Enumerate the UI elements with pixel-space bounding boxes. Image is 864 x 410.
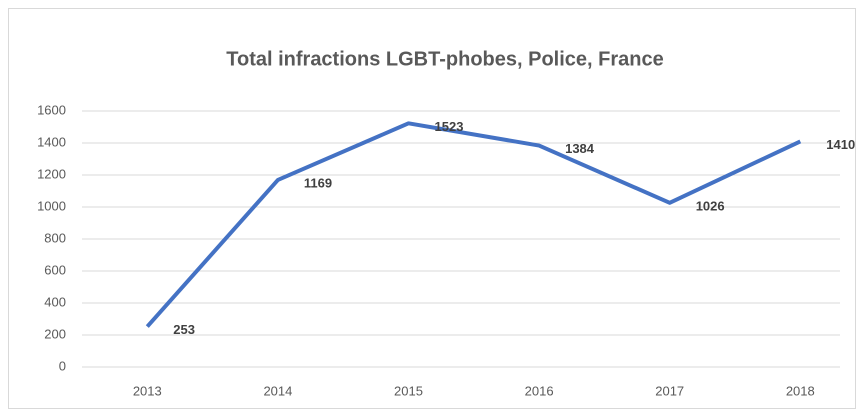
x-tick-label: 2013	[133, 383, 162, 398]
y-tick-label: 1000	[37, 198, 66, 213]
y-tick-label: 1600	[37, 102, 66, 117]
y-tick-label: 400	[44, 294, 66, 309]
chart-border	[8, 8, 856, 409]
y-tick-label: 1400	[37, 134, 66, 149]
x-tick-label: 2018	[786, 383, 815, 398]
data-label: 1410	[826, 137, 855, 152]
y-tick-label: 200	[44, 326, 66, 341]
data-label: 1169	[304, 175, 332, 190]
data-label: 1026	[696, 198, 725, 213]
chart-title: Total infractions LGBT-phobes, Police, F…	[226, 48, 663, 70]
x-tick-label: 2016	[525, 383, 554, 398]
y-tick-label: 600	[44, 262, 66, 277]
x-tick-label: 2014	[263, 383, 292, 398]
y-tick-label: 0	[59, 358, 66, 373]
data-label: 1523	[435, 119, 464, 134]
y-tick-label: 800	[44, 230, 66, 245]
x-tick-label: 2017	[655, 383, 684, 398]
x-tick-label: 2015	[394, 383, 423, 398]
data-label: 253	[173, 322, 195, 337]
data-label: 1384	[565, 141, 595, 156]
line	[145, 121, 802, 328]
y-tick-label: 1200	[37, 166, 66, 181]
